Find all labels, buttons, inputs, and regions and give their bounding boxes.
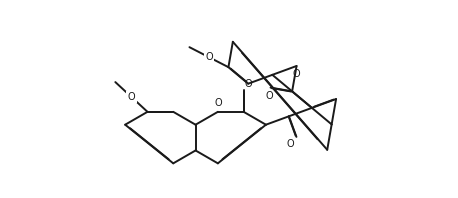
Text: O: O bbox=[245, 79, 252, 89]
Text: O: O bbox=[205, 52, 213, 62]
Text: O: O bbox=[293, 69, 300, 79]
Text: O: O bbox=[266, 91, 273, 101]
Text: O: O bbox=[214, 98, 222, 109]
Text: O: O bbox=[128, 92, 135, 102]
Text: O: O bbox=[286, 139, 294, 149]
